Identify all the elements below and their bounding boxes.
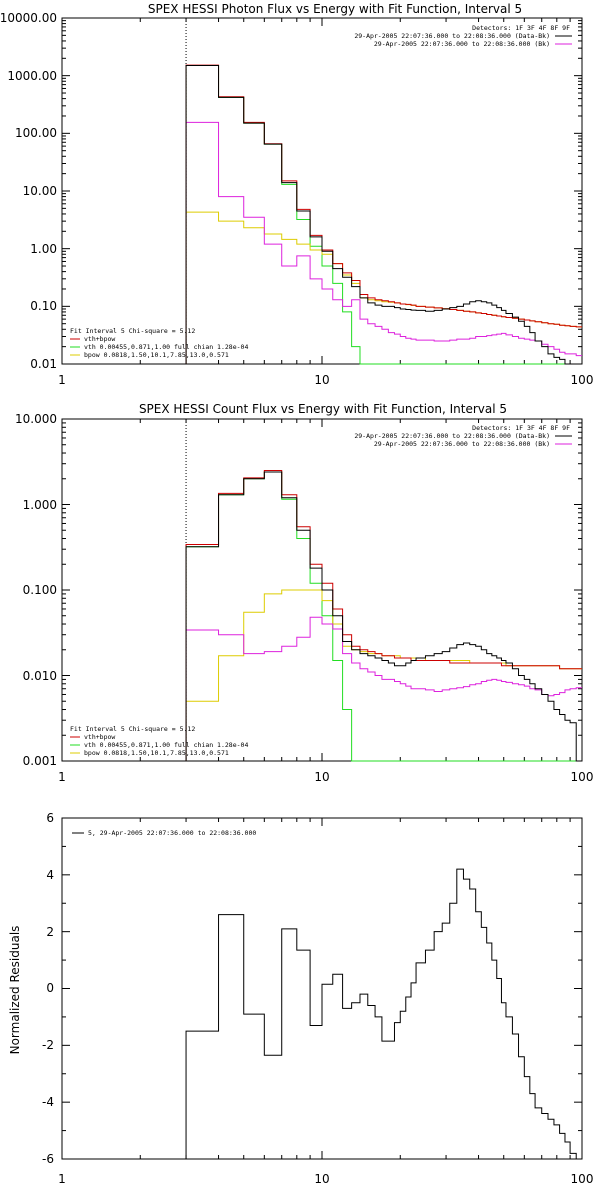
y-tick-label: 0.001 — [23, 754, 57, 768]
y-tick-label: 10.000 — [15, 412, 57, 426]
y-tick-labels: 0.001 0.010 0.100 1.000 10.000 — [15, 412, 57, 768]
series-data — [185, 471, 582, 762]
series-group — [185, 469, 582, 762]
y-tick-label: -2 — [42, 1038, 54, 1052]
legend-entry-residual: 5, 29-Apr-2005 22:07:36.000 to 22:08:36.… — [88, 829, 256, 837]
axis-ticks — [61, 17, 582, 365]
x-tick-label: 1 — [58, 1172, 66, 1186]
y-tick-label: 6 — [46, 811, 54, 825]
y-tick-label: 1000.00 — [7, 69, 57, 83]
y-axis-label: Normalized Residuals — [8, 926, 22, 1055]
x-tick-label: 1 — [58, 373, 66, 387]
residuals-panel: -6 -4 -2 0 2 4 6 1 10 100 Normalized Res… — [8, 811, 593, 1186]
legend: 5, 29-Apr-2005 22:07:36.000 to 22:08:36.… — [72, 829, 256, 837]
series-background — [185, 616, 582, 761]
y-tick-label: 4 — [46, 868, 54, 882]
bk-interval-label: 29-Apr-2005 22:07:36.000 to 22:08:36.000… — [374, 440, 550, 448]
y-tick-labels: -6 -4 -2 0 2 4 6 — [42, 811, 54, 1166]
series-group — [185, 64, 582, 365]
data-interval-label: 29-Apr-2005 22:07:36.000 to 22:08:36.000… — [354, 432, 550, 440]
detectors-label: Detectors: 1F 3F 4F 8F 9F — [472, 24, 570, 32]
legend-entry-total: vth+bpow — [84, 733, 115, 741]
y-tick-label: -4 — [42, 1095, 54, 1109]
photon-flux-panel: SPEX HESSI Photon Flux vs Energy with Fi… — [0, 2, 593, 387]
series-vth — [185, 471, 582, 762]
series-background — [185, 121, 582, 364]
axis-ticks — [61, 418, 582, 762]
y-tick-label: 2 — [46, 925, 54, 939]
y-tick-label: 1.000 — [23, 498, 57, 512]
y-tick-label: 100.00 — [15, 126, 57, 140]
series-data — [185, 868, 582, 1160]
legend: Fit Interval 5 Chi-square = 5.12 vth+bpo… — [70, 725, 248, 757]
x-tick-labels: 1 10 100 — [58, 1172, 593, 1186]
series-total — [185, 64, 582, 364]
series-bpow — [185, 211, 582, 364]
header-info: Detectors: 1F 3F 4F 8F 9F 29-Apr-2005 22… — [354, 424, 572, 448]
series-total — [185, 469, 582, 761]
x-tick-label: 100 — [571, 770, 594, 784]
y-tick-label: 0.100 — [23, 583, 57, 597]
x-tick-label: 1 — [58, 770, 66, 784]
y-tick-label: 0 — [46, 981, 54, 995]
x-tick-label: 100 — [571, 373, 594, 387]
plot-frame — [61, 17, 583, 365]
x-tick-labels: 1 10 100 — [58, 770, 593, 784]
legend: Fit Interval 5 Chi-square = 5.12 vth+bpo… — [70, 327, 248, 359]
y-tick-label: -6 — [42, 1152, 54, 1166]
x-tick-label: 10 — [314, 770, 329, 784]
legend-entry-bpow: bpow 0.0818,1.50,10.1,7.85,13.0,0.571 — [84, 351, 229, 359]
chart-title: SPEX HESSI Count Flux vs Energy with Fit… — [139, 402, 507, 416]
legend-entry-vth: vth 0.00455,0.871,1.00 full chian 1.28e-… — [84, 343, 248, 351]
y-tick-label: 1.00 — [30, 242, 57, 256]
x-tick-label: 10 — [314, 1172, 329, 1186]
legend-title: Fit Interval 5 Chi-square = 5.12 — [70, 725, 195, 733]
bk-interval-label: 29-Apr-2005 22:07:36.000 to 22:08:36.000… — [374, 40, 550, 48]
y-tick-label: 10.00 — [23, 184, 57, 198]
header-info: Detectors: 1F 3F 4F 8F 9F 29-Apr-2005 22… — [354, 24, 572, 48]
legend-entry-vth: vth 0.00455,0.871,1.00 full chian 1.28e-… — [84, 741, 248, 749]
y-tick-labels: 0.01 0.10 1.00 10.00 100.00 1000.00 1000… — [0, 11, 57, 371]
y-tick-label: 0.01 — [30, 357, 57, 371]
x-tick-label: 10 — [314, 373, 329, 387]
y-tick-label: 0.10 — [30, 299, 57, 313]
y-tick-label: 10000.00 — [0, 11, 57, 25]
x-tick-labels: 1 10 100 — [58, 373, 593, 387]
series-group — [185, 868, 582, 1160]
legend-title: Fit Interval 5 Chi-square = 5.12 — [70, 327, 195, 335]
x-tick-label: 100 — [571, 1172, 594, 1186]
data-interval-label: 29-Apr-2005 22:07:36.000 to 22:08:36.000… — [354, 32, 550, 40]
legend-entry-bpow: bpow 0.0818,1.50,10.1,7.85,13.0,0.571 — [84, 749, 229, 757]
chart-title: SPEX HESSI Photon Flux vs Energy with Fi… — [148, 2, 522, 16]
legend-entry-total: vth+bpow — [84, 335, 115, 343]
detectors-label: Detectors: 1F 3F 4F 8F 9F — [472, 424, 570, 432]
y-tick-label: 0.010 — [23, 669, 57, 683]
series-vth — [185, 65, 582, 365]
series-data — [185, 65, 582, 365]
count-flux-panel: SPEX HESSI Count Flux vs Energy with Fit… — [15, 402, 593, 784]
